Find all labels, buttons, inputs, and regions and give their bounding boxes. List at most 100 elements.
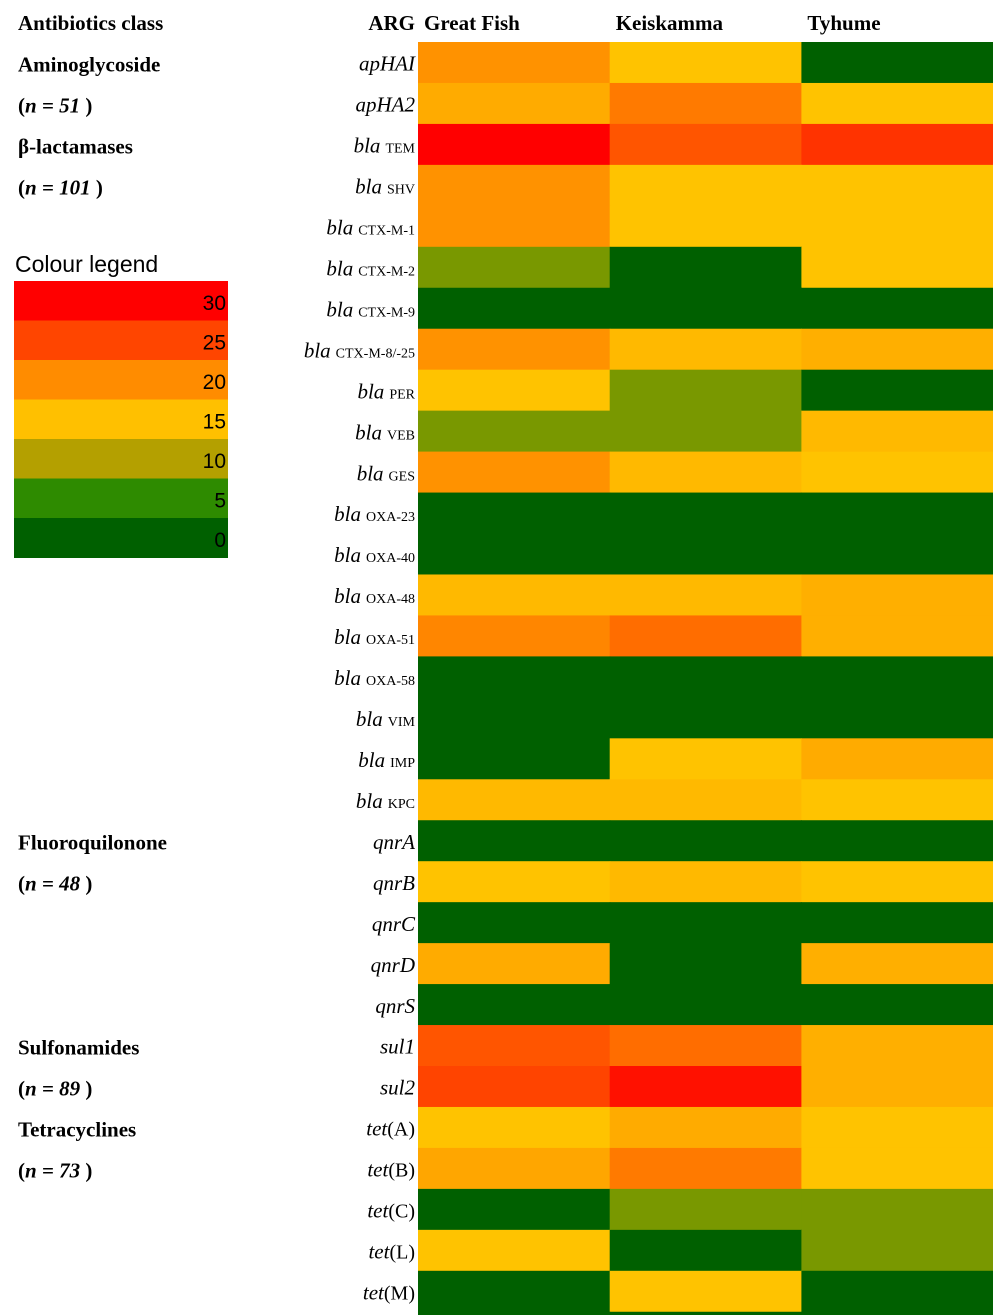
gene-suffix: (M) xyxy=(384,1282,415,1304)
class-count-label: (n = 73 ) xyxy=(18,1158,92,1182)
gene-label: tet(A) xyxy=(366,1117,415,1141)
heatmap-cell-r8-c0 xyxy=(418,369,611,412)
gene-name: tet xyxy=(363,1280,385,1304)
gene-name: apHA2 xyxy=(356,93,416,117)
gene-name: bla xyxy=(356,707,383,731)
legend-swatch-20 xyxy=(14,360,228,400)
gene-name: bla xyxy=(334,543,361,567)
heatmap-cell-r31-c2 xyxy=(801,1311,993,1315)
gene-name: bla xyxy=(334,584,361,608)
gene-variant: OXA-58 xyxy=(366,674,415,689)
gene-name: tet xyxy=(367,1199,389,1223)
heatmap-cell-r9-c2 xyxy=(801,410,993,453)
gene-name: apHAI xyxy=(359,52,416,76)
gene-variant: PER xyxy=(389,387,415,402)
heatmap-cell-r12-c1 xyxy=(609,533,802,576)
heatmap-cell-r12-c2 xyxy=(801,533,993,576)
gene-variant: CTX-M-2 xyxy=(358,264,415,279)
class-count-prefix: ( xyxy=(18,93,25,117)
heatmap-cell-r30-c1 xyxy=(609,1270,802,1313)
heatmap-cell-r30-c0 xyxy=(418,1270,611,1313)
gene-suffix: (A) xyxy=(387,1119,415,1141)
gene-label: qnrC xyxy=(372,912,416,936)
heatmap-cell-r13-c0 xyxy=(418,574,611,617)
heatmap-cell-r28-c1 xyxy=(609,1188,802,1231)
class-count-prefix: ( xyxy=(18,1076,25,1100)
heatmap-cell-r31-c0 xyxy=(418,1311,611,1315)
gene-name: qnrS xyxy=(375,994,415,1018)
heatmap-cell-r17-c2 xyxy=(801,738,993,780)
heatmap-cell-r3-c0 xyxy=(418,164,611,207)
gene-label: bla KPC xyxy=(356,789,415,813)
gene-name: bla xyxy=(354,134,381,158)
heatmap-cell-r25-c2 xyxy=(801,1066,993,1108)
gene-name: bla xyxy=(304,338,331,362)
heatmap-cell-r0-c1 xyxy=(609,42,802,84)
column-header-1: Keiskamma xyxy=(616,11,724,35)
heatmap-cell-r3-c1 xyxy=(609,164,802,207)
gene-label: bla OXA-58 xyxy=(334,666,415,690)
heatmap-cell-r14-c1 xyxy=(609,615,802,657)
heatmap-cell-r4-c2 xyxy=(801,205,993,248)
heatmap-cell-r18-c2 xyxy=(801,779,993,821)
heatmap-cell-r10-c0 xyxy=(418,451,611,494)
heatmap-cell-r7-c0 xyxy=(418,328,611,371)
gene-variant: VEB xyxy=(387,428,415,443)
heatmap-cell-r9-c0 xyxy=(418,410,611,453)
heatmap-cell-r28-c2 xyxy=(801,1188,993,1231)
heatmap-cell-r2-c1 xyxy=(609,123,802,166)
legend-label: 25 xyxy=(203,332,226,355)
class-name-label: Tetracyclines xyxy=(18,1117,136,1141)
gene-label: bla VEB xyxy=(355,420,415,444)
gene-label: tet(L) xyxy=(368,1240,415,1264)
heatmap-cell-r11-c0 xyxy=(418,492,611,535)
heatmap-cell-r9-c1 xyxy=(609,410,802,453)
gene-label: bla TEM xyxy=(354,134,416,158)
class-count-value: n = 101 xyxy=(25,175,91,199)
heatmap-cell-r8-c1 xyxy=(609,369,802,412)
class-count-value: n = 73 xyxy=(25,1158,80,1182)
heatmap-cell-r21-c1 xyxy=(609,902,802,944)
gene-label: sul2 xyxy=(380,1076,416,1100)
heatmap-cell-r22-c2 xyxy=(801,943,993,985)
class-count-label: (n = 51 ) xyxy=(18,93,92,117)
heatmap-cell-r28-c0 xyxy=(418,1188,611,1231)
heatmap-cell-r11-c1 xyxy=(609,492,802,535)
heatmap-cell-r11-c2 xyxy=(801,492,993,535)
gene-label: bla GES xyxy=(357,461,415,485)
heatmap-cell-r22-c1 xyxy=(609,943,802,985)
gene-name: bla xyxy=(357,461,384,485)
column-header-2: Tyhume xyxy=(807,11,880,35)
heatmap-cell-r6-c2 xyxy=(801,287,993,330)
class-name-label: Aminoglycoside xyxy=(18,52,160,76)
gene-label: bla CTX-M-9 xyxy=(326,297,415,321)
class-name-label: Fluoroquilonone xyxy=(18,831,167,855)
heatmap-cell-r17-c0 xyxy=(418,738,611,780)
class-count-suffix: ) xyxy=(80,1158,92,1182)
heatmap-cell-r23-c1 xyxy=(609,984,802,1026)
gene-label: tet(M) xyxy=(363,1280,415,1304)
heatmap-cell-r26-c2 xyxy=(801,1106,993,1149)
gene-suffix: (C) xyxy=(388,1201,415,1223)
gene-label: bla OXA-51 xyxy=(334,625,415,649)
class-count-suffix: ) xyxy=(91,175,103,199)
gene-variant: IMP xyxy=(390,756,415,771)
heatmap-cell-r25-c1 xyxy=(609,1066,802,1108)
gene-name: bla xyxy=(358,748,385,772)
heatmap-cell-r29-c1 xyxy=(609,1229,802,1272)
heatmap-cell-r18-c1 xyxy=(609,779,802,821)
gene-name: bla xyxy=(355,175,382,199)
heatmap-cell-r31-c1 xyxy=(609,1311,802,1315)
gene-suffix: (B) xyxy=(388,1160,415,1182)
class-count-value: n = 48 xyxy=(25,872,81,896)
heatmap-cell-r5-c1 xyxy=(609,246,802,289)
heatmap-cell-r24-c1 xyxy=(609,1025,802,1067)
gene-name: qnrB xyxy=(373,871,415,895)
class-name-label: Sulfonamides xyxy=(18,1036,139,1060)
class-count-prefix: ( xyxy=(18,175,25,199)
gene-name: sul2 xyxy=(380,1076,416,1100)
class-count-label: (n = 48 ) xyxy=(18,872,92,896)
class-count-label: (n = 101 ) xyxy=(18,175,103,199)
legend-swatch-10 xyxy=(14,439,228,479)
